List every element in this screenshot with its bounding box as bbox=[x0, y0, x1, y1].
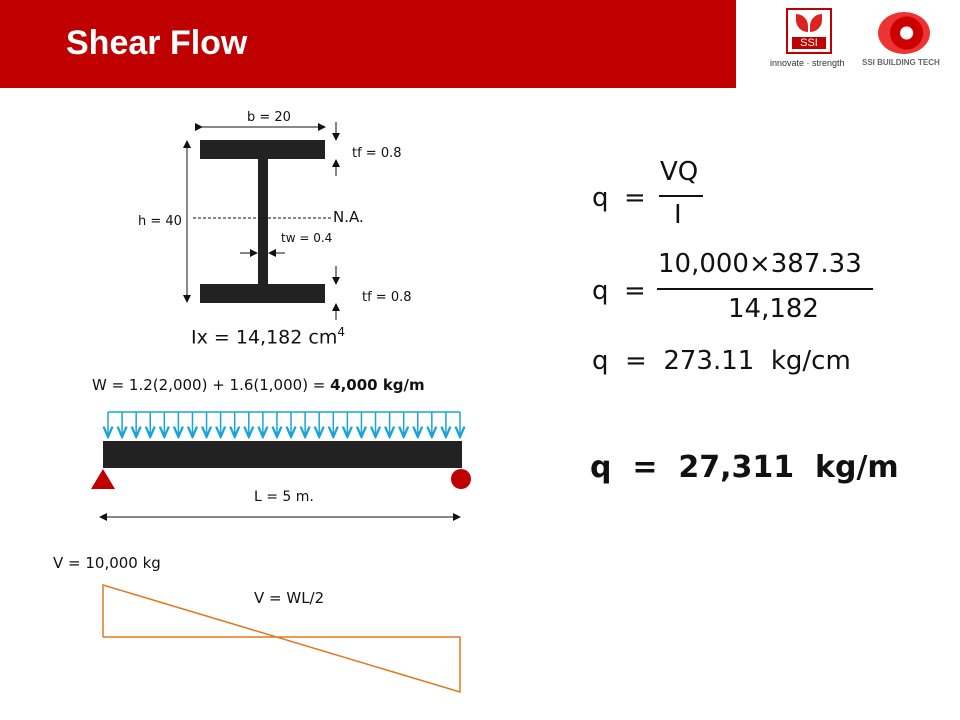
fraction-bar-1 bbox=[659, 195, 703, 197]
denominator-1: I bbox=[674, 200, 682, 230]
w-formula: W = 1.2(2,000) + 1.6(1,000) = bbox=[92, 376, 331, 394]
ssi-logo: SSI bbox=[786, 8, 832, 54]
fraction-bar-2 bbox=[657, 288, 873, 290]
tf-bottom-label: tf = 0.8 bbox=[362, 290, 412, 305]
shear-diagram bbox=[102, 583, 461, 694]
q-symbol-2: q bbox=[592, 276, 609, 306]
ssi-building-tech-label: SSI BUILDING TECH bbox=[862, 58, 940, 67]
h-label: h = 40 bbox=[138, 214, 182, 229]
i-beam-section bbox=[200, 140, 325, 303]
title-banner bbox=[0, 0, 736, 88]
pin-support bbox=[91, 469, 115, 489]
equals-1: = bbox=[624, 183, 646, 213]
denominator-2: 14,182 bbox=[728, 294, 819, 324]
load-formula: W = 1.2(2,000) + 1.6(1,000) = 4,000 kg/m bbox=[92, 376, 425, 394]
v-formula-label: V = WL/2 bbox=[254, 589, 325, 607]
tw-label: tw = 0.4 bbox=[281, 231, 333, 245]
distributed-load-arrows bbox=[108, 411, 460, 437]
ssi-tagline: innovate · strength bbox=[770, 58, 845, 68]
equals-2: = bbox=[624, 276, 646, 306]
na-label: N.A. bbox=[333, 208, 364, 226]
v-max-label: V = 10,000 kg bbox=[53, 554, 161, 572]
ssi-building-tech-logo bbox=[878, 12, 930, 54]
q-kgcm: q = 273.11 kg/cm bbox=[592, 346, 851, 376]
q-final-result: q = 27,311 kg/m bbox=[590, 450, 899, 485]
ix-label: Ix = 14,182 cm4 bbox=[191, 325, 345, 348]
length-label: L = 5 m. bbox=[254, 489, 314, 505]
b-label: b = 20 bbox=[247, 110, 291, 125]
numerator-1: VQ bbox=[660, 157, 699, 187]
ix-exponent: 4 bbox=[337, 325, 345, 339]
ix-text: Ix = 14,182 cm bbox=[191, 326, 338, 349]
beam bbox=[103, 441, 462, 468]
numerator-2: 10,000×387.33 bbox=[658, 249, 862, 279]
w-result: 4,000 kg/m bbox=[330, 376, 425, 394]
roller-support bbox=[451, 469, 471, 489]
page-title: Shear Flow bbox=[66, 24, 248, 62]
tf-top-label: tf = 0.8 bbox=[352, 146, 402, 161]
q-symbol-1: q bbox=[592, 183, 609, 213]
